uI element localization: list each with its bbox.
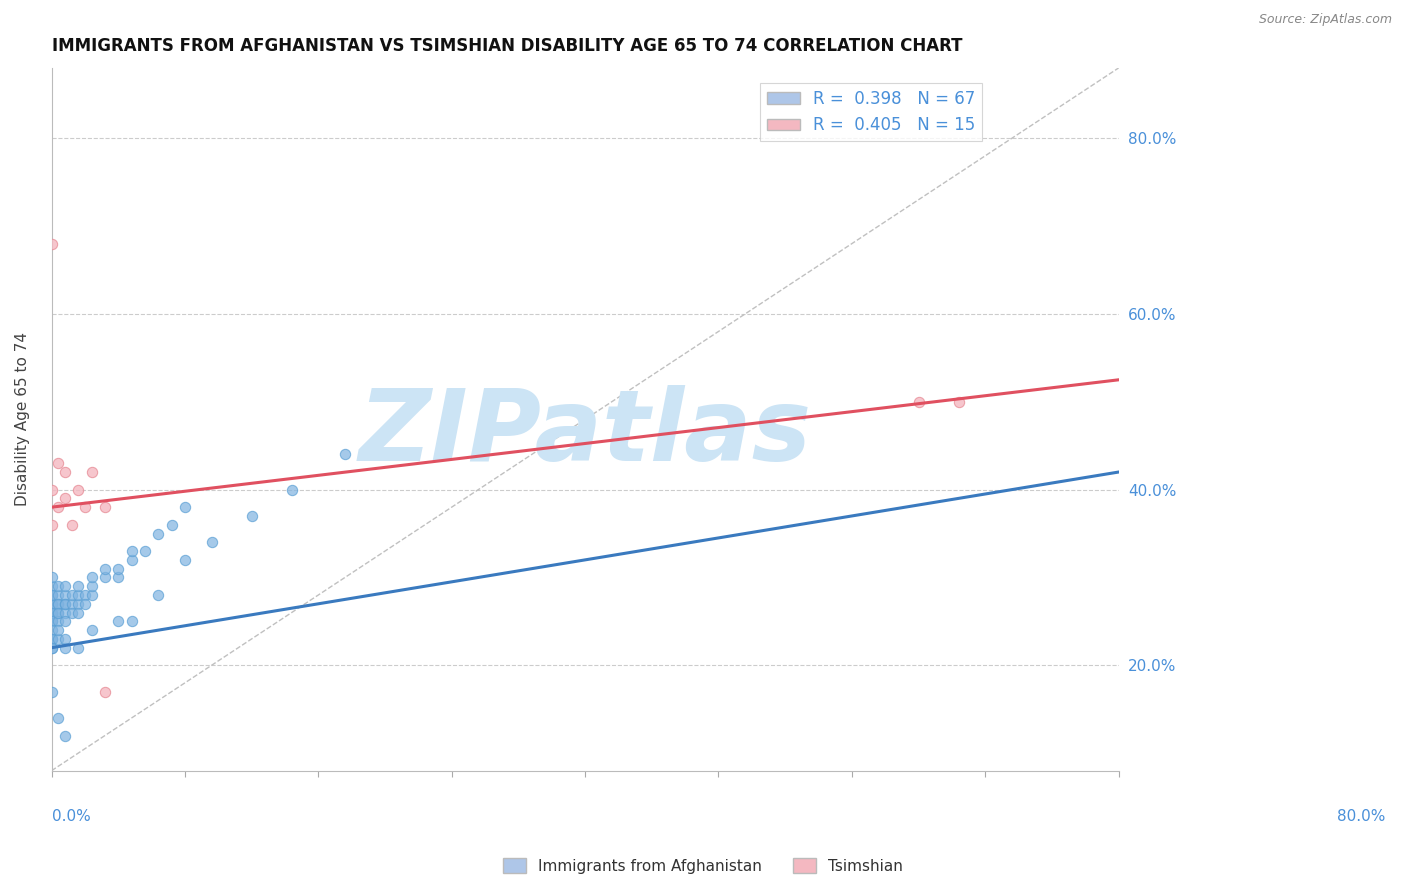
Point xyxy=(73,500,96,515)
Point xyxy=(67,640,90,655)
Point xyxy=(46,606,69,620)
Point xyxy=(200,535,222,549)
Point xyxy=(46,597,69,611)
Point xyxy=(948,394,970,409)
Point xyxy=(41,597,63,611)
Point xyxy=(41,579,63,593)
Point xyxy=(174,553,197,567)
Point xyxy=(240,508,263,523)
Point xyxy=(160,517,183,532)
Point xyxy=(41,640,63,655)
Point xyxy=(67,606,90,620)
Point xyxy=(73,597,96,611)
Point xyxy=(46,623,69,637)
Point xyxy=(121,553,143,567)
Point xyxy=(94,500,117,515)
Point xyxy=(174,500,197,515)
Point xyxy=(94,562,117,576)
Point xyxy=(41,588,63,602)
Point xyxy=(41,517,63,532)
Point xyxy=(53,606,76,620)
Text: 0.0%: 0.0% xyxy=(52,809,90,824)
Point xyxy=(41,632,63,646)
Point xyxy=(46,579,69,593)
Point xyxy=(107,562,129,576)
Point xyxy=(148,526,170,541)
Point xyxy=(41,236,63,251)
Point xyxy=(134,544,156,558)
Point xyxy=(53,588,76,602)
Point xyxy=(67,588,90,602)
Point xyxy=(107,570,129,584)
Legend: Immigrants from Afghanistan, Tsimshian: Immigrants from Afghanistan, Tsimshian xyxy=(498,852,908,880)
Point xyxy=(148,588,170,602)
Point xyxy=(67,579,90,593)
Point xyxy=(41,588,63,602)
Point xyxy=(333,447,356,461)
Text: 80.0%: 80.0% xyxy=(1337,809,1385,824)
Text: ZIPatlas: ZIPatlas xyxy=(359,384,811,482)
Point xyxy=(46,588,69,602)
Point xyxy=(80,579,103,593)
Point xyxy=(60,517,83,532)
Point xyxy=(53,597,76,611)
Point xyxy=(121,544,143,558)
Point xyxy=(53,465,76,479)
Point xyxy=(46,632,69,646)
Point xyxy=(67,483,90,497)
Point xyxy=(41,570,63,584)
Point xyxy=(41,615,63,629)
Point xyxy=(46,615,69,629)
Point xyxy=(53,615,76,629)
Point xyxy=(121,615,143,629)
Point xyxy=(67,597,90,611)
Point xyxy=(60,597,83,611)
Point xyxy=(107,615,129,629)
Point xyxy=(53,729,76,743)
Point xyxy=(41,606,63,620)
Point xyxy=(907,394,929,409)
Point xyxy=(80,588,103,602)
Point xyxy=(46,500,69,515)
Point xyxy=(80,623,103,637)
Point xyxy=(41,483,63,497)
Point xyxy=(80,570,103,584)
Y-axis label: Disability Age 65 to 74: Disability Age 65 to 74 xyxy=(15,333,30,507)
Point xyxy=(46,711,69,725)
Point xyxy=(46,456,69,470)
Point xyxy=(53,597,76,611)
Point xyxy=(53,640,76,655)
Point xyxy=(41,632,63,646)
Point xyxy=(53,579,76,593)
Point xyxy=(53,491,76,506)
Point xyxy=(94,570,117,584)
Point xyxy=(80,465,103,479)
Text: IMMIGRANTS FROM AFGHANISTAN VS TSIMSHIAN DISABILITY AGE 65 TO 74 CORRELATION CHA: IMMIGRANTS FROM AFGHANISTAN VS TSIMSHIAN… xyxy=(52,37,962,55)
Point xyxy=(41,623,63,637)
Point xyxy=(41,615,63,629)
Point xyxy=(53,632,76,646)
Point xyxy=(46,606,69,620)
Point xyxy=(41,606,63,620)
Point xyxy=(94,684,117,698)
Point xyxy=(73,588,96,602)
Point xyxy=(46,597,69,611)
Point xyxy=(60,588,83,602)
Legend: R =  0.398   N = 67, R =  0.405   N = 15: R = 0.398 N = 67, R = 0.405 N = 15 xyxy=(761,83,983,141)
Point xyxy=(41,684,63,698)
Point xyxy=(280,483,302,497)
Text: Source: ZipAtlas.com: Source: ZipAtlas.com xyxy=(1258,13,1392,27)
Point xyxy=(41,597,63,611)
Point xyxy=(60,606,83,620)
Point xyxy=(41,640,63,655)
